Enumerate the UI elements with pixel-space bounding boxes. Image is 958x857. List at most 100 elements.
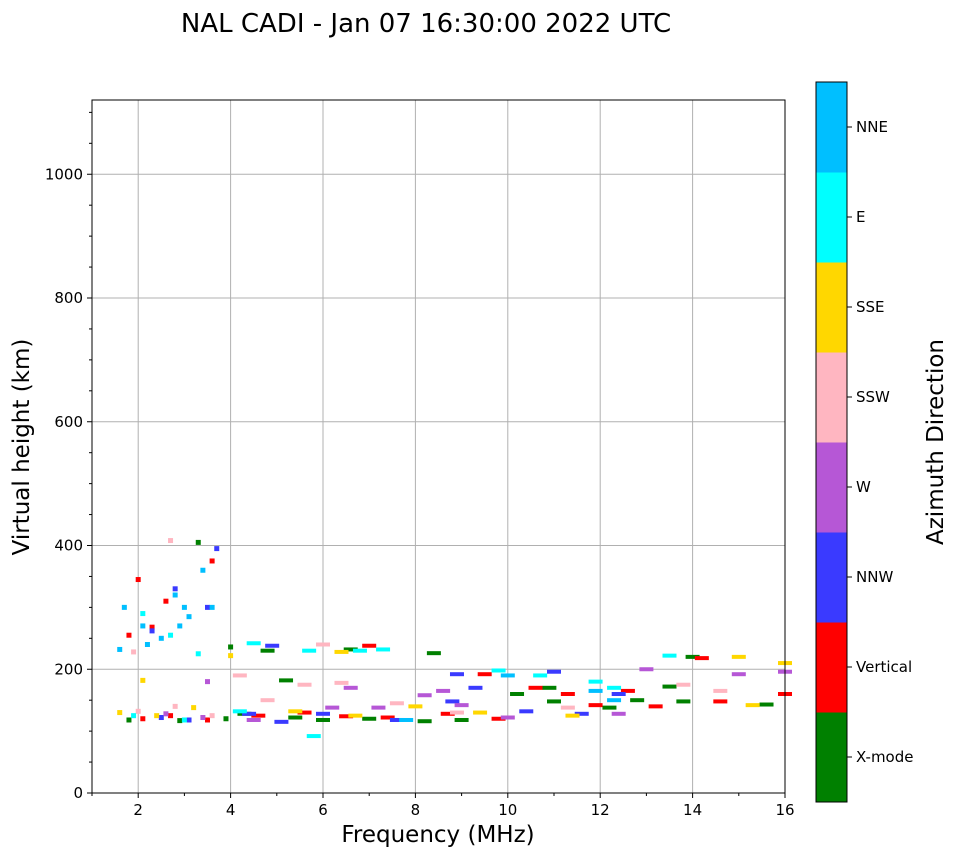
data-point: [408, 704, 423, 709]
data-point: [759, 702, 774, 707]
data-point: [251, 713, 266, 718]
data-point: [191, 705, 197, 711]
data-point: [528, 685, 543, 690]
series-nnw: [149, 546, 626, 724]
data-point: [135, 708, 141, 714]
data-point: [177, 718, 183, 724]
data-point: [154, 713, 160, 719]
data-point: [265, 643, 280, 648]
data-point: [565, 713, 580, 718]
colorbar-segment: [816, 532, 847, 623]
data-point: [140, 623, 146, 629]
data-point: [745, 703, 760, 708]
data-point: [205, 604, 210, 610]
data-point: [186, 717, 192, 723]
data-point: [158, 635, 164, 641]
data-point: [519, 709, 534, 714]
data-point: [389, 701, 404, 706]
data-point: [214, 546, 220, 552]
colorbar-segment: [816, 352, 847, 443]
data-point: [158, 715, 164, 721]
data-point: [297, 682, 312, 687]
data-point: [117, 646, 123, 652]
data-point: [209, 713, 215, 719]
data-point: [731, 672, 746, 677]
data-point: [607, 685, 622, 690]
data-point: [426, 651, 441, 656]
data-point: [560, 692, 575, 696]
colorbar-tick-label: SSE: [856, 298, 885, 316]
data-point: [510, 692, 525, 696]
data-point: [131, 713, 137, 719]
data-point: [209, 604, 215, 610]
data-point: [533, 673, 548, 678]
series-sse: [117, 649, 792, 719]
data-point: [648, 704, 663, 709]
x-tick-label: 16: [775, 801, 794, 819]
data-point: [685, 654, 700, 659]
colorbar: X-mode Vertical NNW W SSW SSE E NNE: [815, 81, 913, 803]
data-point: [380, 715, 395, 720]
data-point: [588, 703, 603, 708]
data-point: [542, 685, 557, 690]
data-point: [232, 673, 247, 678]
series-w: [163, 667, 792, 722]
series-nne: [117, 567, 622, 722]
data-point: [607, 698, 622, 703]
data-point: [676, 699, 691, 704]
data-point: [468, 685, 483, 690]
data-point: [195, 539, 201, 545]
data-point: [339, 714, 354, 719]
series-e: [131, 611, 677, 739]
data-point: [200, 715, 206, 721]
data-point: [639, 667, 654, 672]
data-point: [630, 698, 645, 703]
plot-frame: [91, 99, 786, 794]
x-tick-label: 10: [498, 801, 517, 819]
data-point: [131, 649, 137, 655]
data-point: [449, 672, 464, 677]
colorbar-tick-label: W: [856, 478, 871, 496]
data-point: [574, 711, 589, 716]
data-point: [232, 709, 247, 714]
data-point: [445, 699, 460, 704]
data-point: [181, 604, 187, 610]
data-point: [602, 705, 617, 710]
data-point: [662, 684, 677, 689]
data-point: [144, 642, 150, 647]
data-point: [168, 538, 174, 544]
x-tick-label: 12: [591, 801, 610, 819]
data-point: [274, 719, 289, 724]
data-point: [343, 647, 358, 652]
data-point: [713, 688, 728, 693]
data-point: [316, 717, 330, 722]
x-tick-label: 2: [133, 801, 143, 819]
data-point: [168, 632, 174, 638]
chart-title: NAL CADI - Jan 07 16:30:00 2022 UTC: [181, 9, 671, 39]
data-point: [500, 673, 515, 678]
data-point: [611, 692, 626, 696]
data-point: [477, 672, 492, 677]
data-point: [343, 685, 358, 690]
y-tick-label: 200: [54, 660, 83, 678]
data-point: [389, 717, 404, 722]
data-point: [316, 711, 330, 716]
x-tick-label: 8: [411, 801, 421, 819]
data-point: [117, 710, 123, 716]
data-point: [140, 677, 146, 683]
data-point: [260, 648, 275, 653]
x-tick-label: 4: [226, 801, 236, 819]
data-point: [547, 669, 561, 674]
colorbar-segment: [816, 622, 847, 713]
data-point: [611, 711, 626, 716]
data-point: [449, 710, 464, 715]
data-point: [149, 624, 155, 630]
data-point: [547, 699, 561, 704]
data-point: [195, 651, 201, 657]
colorbar-segment: [816, 172, 847, 263]
data-point: [348, 713, 363, 718]
series-ssw: [131, 538, 728, 719]
data-point: [177, 623, 183, 629]
data-point: [228, 644, 234, 650]
